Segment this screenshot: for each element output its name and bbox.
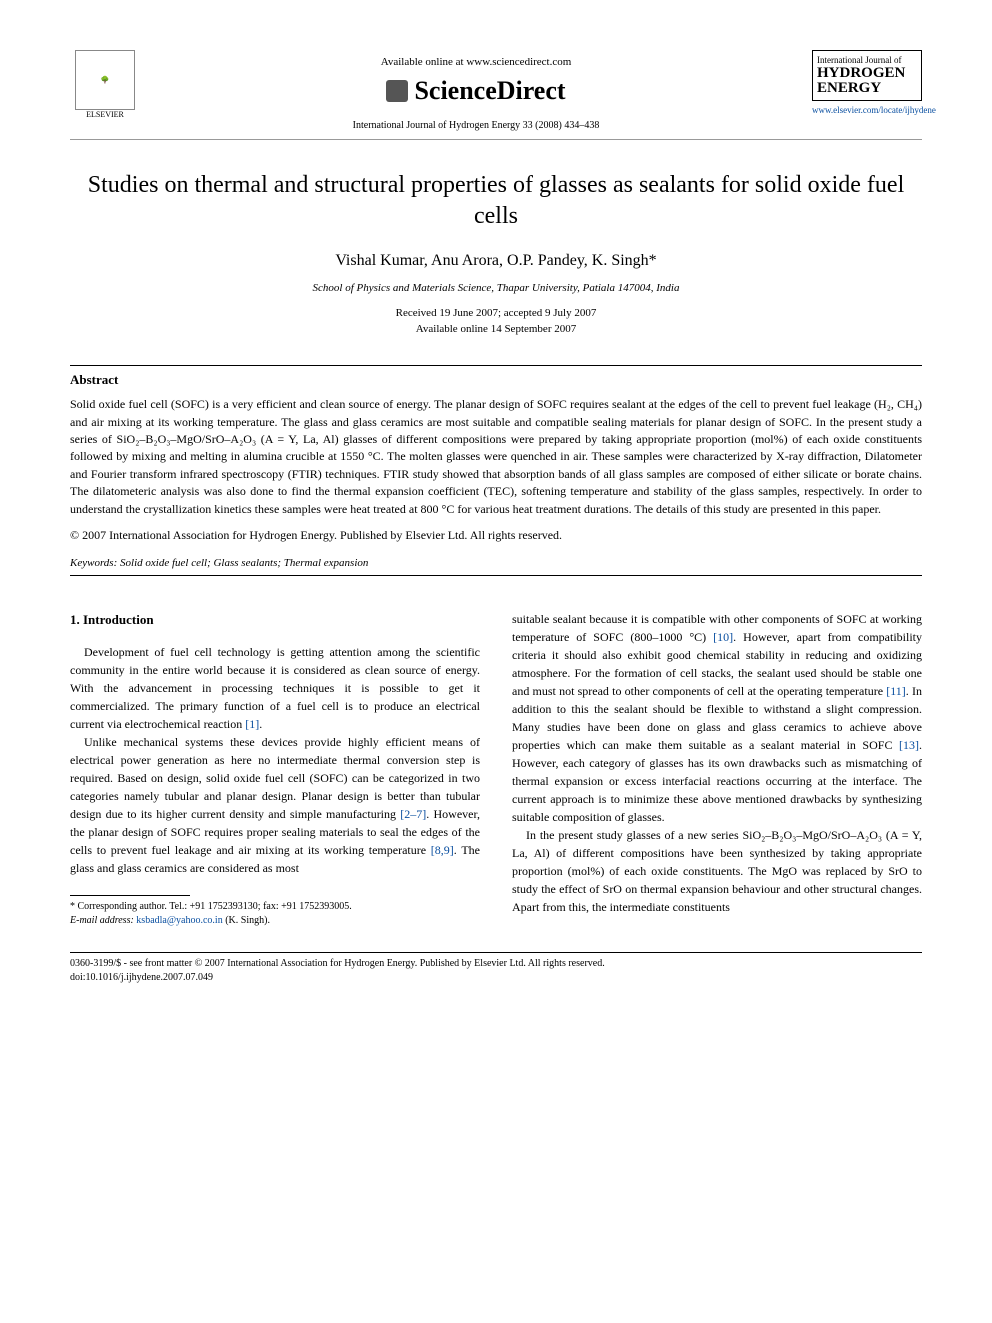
citation-13[interactable]: [13] [899,738,919,752]
journal-title-line1: HYDROGEN [817,66,917,81]
journal-url[interactable]: www.elsevier.com/locate/ijhydene [812,105,922,115]
intro-heading: 1. Introduction [70,610,480,630]
footnote-rule [70,895,190,896]
author-list: Vishal Kumar, Anu Arora, O.P. Pandey, K.… [70,252,922,270]
citation-1[interactable]: [1] [245,717,259,731]
citation-11[interactable]: [11] [886,684,906,698]
corresponding-footnote: * Corresponding author. Tel.: +91 175239… [70,900,480,928]
intro-para-2-cont: suitable sealant because it is compatibl… [512,610,922,826]
platform-name: ScienceDirect [414,76,565,106]
email-label: E-mail address: [70,915,136,926]
elsevier-tree-icon: 🌳 [75,50,135,110]
footer-doi: doi:10.1016/j.ijhydene.2007.07.049 [70,971,922,985]
intro-para-3: In the present study glasses of a new se… [512,826,922,916]
footer-rule [70,952,922,953]
keywords-text: Solid oxide fuel cell; Glass sealants; T… [117,557,368,569]
available-date: Available online 14 September 2007 [70,322,922,337]
abstract-bottom-rule [70,575,922,576]
journal-title-line2: ENERGY [817,81,917,96]
received-date: Received 19 June 2007; accepted 9 July 2… [70,306,922,321]
intro-para-1: Development of fuel cell technology is g… [70,643,480,733]
header-divider [70,139,922,140]
affiliation: School of Physics and Materials Science,… [70,282,922,294]
citation-8-9[interactable]: [8,9] [431,843,454,857]
publisher-name: ELSEVIER [86,110,124,119]
article-title: Studies on thermal and structural proper… [70,170,922,232]
email-suffix: (K. Singh). [223,915,270,926]
footer-copyright: 0360-3199/$ - see front matter © 2007 In… [70,957,922,971]
journal-reference: International Journal of Hydrogen Energy… [140,120,812,131]
available-online-text: Available online at www.sciencedirect.co… [140,56,812,68]
left-column: 1. Introduction Development of fuel cell… [70,610,480,929]
intro-para-2: Unlike mechanical systems these devices … [70,733,480,877]
journal-logo-box: International Journal of HYDROGEN ENERGY [812,50,922,101]
article-dates: Received 19 June 2007; accepted 9 July 2… [70,306,922,337]
right-column: suitable sealant because it is compatibl… [512,610,922,929]
abstract-heading: Abstract [70,372,922,388]
keywords-label: Keywords: [70,557,117,569]
abstract-body: Solid oxide fuel cell (SOFC) is a very e… [70,396,922,518]
journal-logo-block: International Journal of HYDROGEN ENERGY… [812,50,922,115]
footer-block: 0360-3199/$ - see front matter © 2007 In… [70,957,922,985]
corresponding-author: * Corresponding author. Tel.: +91 175239… [70,900,480,914]
keywords-line: Keywords: Solid oxide fuel cell; Glass s… [70,557,922,569]
sciencedirect-icon [386,80,408,102]
center-header: Available online at www.sciencedirect.co… [140,50,812,131]
abstract-top-rule [70,365,922,366]
email-address[interactable]: ksbadla@yahoo.co.in [136,915,222,926]
email-line: E-mail address: ksbadla@yahoo.co.in (K. … [70,914,480,928]
citation-2-7[interactable]: [2–7] [400,807,426,821]
publisher-logo: 🌳 ELSEVIER [70,50,140,130]
header-row: 🌳 ELSEVIER Available online at www.scien… [70,50,922,131]
platform-brand: ScienceDirect [140,76,812,106]
body-columns: 1. Introduction Development of fuel cell… [70,610,922,929]
abstract-copyright: © 2007 International Association for Hyd… [70,528,922,543]
citation-10[interactable]: [10] [713,630,733,644]
